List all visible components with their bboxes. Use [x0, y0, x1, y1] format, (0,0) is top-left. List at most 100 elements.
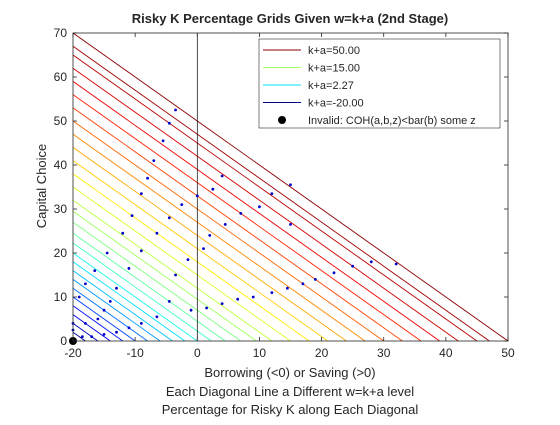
plot-area-box — [72, 32, 509, 342]
risky-k-point — [351, 264, 355, 268]
risky-k-point — [186, 258, 190, 261]
diagonal-line — [72, 81, 440, 342]
risky-k-point — [93, 269, 97, 272]
diagonal-line — [72, 279, 161, 342]
risky-k-point — [108, 300, 112, 303]
legend-label: k+a=-20.00 — [308, 98, 364, 110]
risky-k-point — [146, 176, 149, 180]
risky-k-point — [105, 251, 109, 255]
risky-k-point — [84, 282, 87, 286]
risky-k-point — [211, 187, 215, 191]
diagonal-line — [72, 232, 226, 342]
risky-k-point — [313, 278, 317, 281]
risky-k-point — [127, 326, 131, 330]
diagonal-line — [72, 242, 212, 342]
risky-k-point — [161, 139, 165, 143]
risky-k-point — [239, 212, 243, 215]
legend-label: k+a=15.00 — [308, 63, 360, 75]
diagonal-line — [72, 261, 186, 342]
risky-k-point — [195, 194, 199, 198]
risky-k-point — [96, 317, 100, 321]
tick-labels-layer: -20 -10 0 10 20 30 40 50 0 10 20 30 40 50 60 70 — [54, 26, 515, 360]
risky-k-point — [180, 203, 184, 207]
risky-k-point — [220, 174, 224, 178]
risky-k-point — [102, 308, 106, 312]
risky-k-point — [77, 295, 81, 299]
y-tick-label: 0 — [60, 334, 67, 348]
risky-k-point — [258, 205, 261, 209]
y-tick-label: 70 — [54, 26, 68, 40]
y-tick-label: 60 — [54, 70, 68, 84]
risky-k-point — [167, 300, 171, 303]
risky-k-point — [139, 249, 143, 253]
risky-k-point — [139, 192, 143, 196]
diagonal-line — [72, 147, 347, 342]
diagonal-line — [72, 186, 291, 342]
diagonal-line — [72, 32, 509, 342]
chart-title: Risky K Percentage Grids Given w=k+a (2n… — [132, 11, 448, 26]
diagonal-line — [72, 331, 86, 342]
risky-k-point — [80, 335, 84, 338]
x-tick-label: 0 — [194, 346, 201, 360]
y-axis-label: Capital Choice — [34, 144, 49, 229]
legend-label: Invalid: COH(a,b,z)<bar(b) some z — [308, 115, 476, 127]
risky-k-point — [208, 234, 212, 237]
risky-k-point — [251, 295, 255, 299]
risky-k-point — [84, 322, 87, 325]
diagonal-line — [72, 314, 111, 342]
x-tick-label: 20 — [315, 346, 329, 360]
risky-k-point — [394, 262, 398, 266]
risky-k-point — [121, 231, 125, 235]
y-tick-label: 30 — [54, 202, 68, 216]
y-tick-label: 10 — [54, 290, 68, 304]
risky-k-point — [236, 297, 240, 301]
legend: k+a=50.00 k+a=15.00 k+a=2.27 k+a=-20.00 Inva… — [258, 38, 501, 129]
x-tick-label: 10 — [253, 346, 267, 360]
diagonal-line — [72, 94, 422, 342]
risky-k-point — [127, 267, 131, 270]
risky-k-point — [115, 286, 118, 290]
risky-k-point — [270, 192, 274, 196]
risky-k-point — [289, 183, 292, 187]
risky-k-point — [285, 286, 289, 290]
diagonal-lines-layer — [72, 32, 509, 342]
x-tick-label: -10 — [126, 346, 144, 360]
legend-label: k+a=2.27 — [308, 80, 354, 92]
risky-k-point — [289, 223, 292, 226]
risky-k-point — [220, 302, 224, 305]
legend-label: k+a=50.00 — [308, 45, 360, 57]
risky-k-point — [130, 214, 134, 218]
risky-k-point — [332, 271, 336, 275]
diagonal-line — [72, 199, 273, 342]
risky-k-point — [174, 108, 177, 112]
diagonal-line — [72, 54, 478, 342]
diagonal-line — [72, 107, 403, 342]
legend-marker-swatch — [278, 116, 286, 124]
risky-k-point — [301, 282, 305, 286]
risky-k-point — [167, 216, 171, 220]
risky-k-point — [167, 121, 171, 125]
diagonal-line — [72, 120, 384, 342]
risky-k-point — [369, 260, 373, 264]
risky-k-point — [115, 330, 118, 334]
x-axis-label-line-3: Percentage for Risky K along Each Diagon… — [162, 402, 419, 417]
axes-layer — [72, 32, 509, 342]
x-axis-label-line-2: Each Diagonal Line a Different w=k+a lev… — [166, 384, 414, 399]
diagonal-line — [72, 287, 148, 342]
risky-k-points-layer — [69, 108, 398, 345]
y-tick-label: 40 — [54, 158, 68, 172]
diagonal-line — [72, 270, 173, 342]
diagonal-line — [72, 323, 99, 342]
legend-box — [258, 38, 501, 129]
risky-k-point — [270, 291, 274, 294]
diagonal-line — [72, 133, 366, 342]
diagonal-line — [72, 305, 123, 342]
diagonal-line — [72, 67, 459, 342]
y-tick-label: 20 — [54, 246, 68, 260]
risky-k-point — [202, 247, 205, 251]
diagonal-line — [72, 296, 136, 342]
x-tick-label: 50 — [501, 346, 515, 360]
diagonal-line — [72, 45, 490, 342]
diagonal-line — [72, 173, 310, 342]
